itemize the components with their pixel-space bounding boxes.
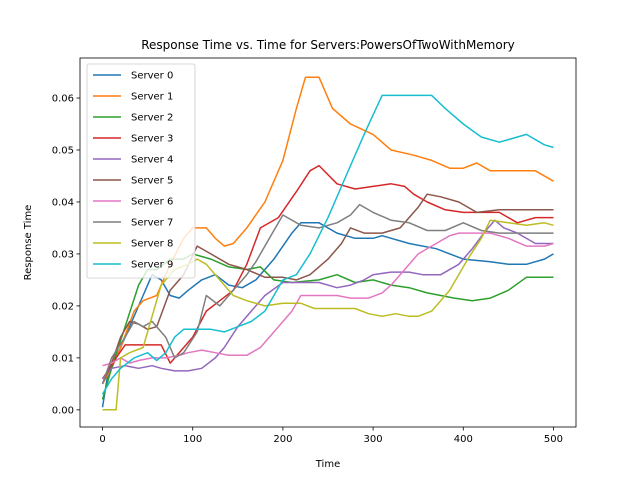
y-tick-label: 0.00	[52, 405, 74, 416]
y-tick-label: 0.06	[52, 94, 74, 105]
x-tick-label: 300	[364, 434, 383, 445]
legend-label-6: Server 6	[131, 197, 173, 208]
y-tick-label: 0.01	[52, 353, 74, 364]
y-tick-label: 0.02	[52, 301, 74, 312]
legend-label-5: Server 5	[131, 176, 173, 187]
x-tick-label: 400	[454, 434, 473, 445]
legend-label-7: Server 7	[131, 218, 173, 229]
legend-label-3: Server 3	[131, 134, 173, 145]
x-tick-label: 0	[99, 434, 105, 445]
x-tick-label: 100	[183, 434, 202, 445]
series-line-8	[102, 219, 554, 411]
plot-frame	[79, 57, 577, 428]
legend-label-2: Server 2	[131, 113, 173, 124]
x-tick-label: 500	[544, 434, 563, 445]
series-line-9	[101, 94, 554, 395]
legend: Server 0 Server 1 Server 2 Server 3 Server 4…	[86, 63, 196, 279]
y-tick-label: 0.03	[52, 249, 74, 260]
x-axis-label: Time	[315, 459, 340, 470]
y-axis-label: Response Time	[23, 205, 34, 281]
legend-label-1: Server 1	[131, 92, 173, 103]
legend-label-0: Server 0	[131, 71, 173, 82]
legend-label-9: Server 9	[131, 260, 173, 271]
legend-items: Server 0 Server 1 Server 2 Server 3 Server 4…	[93, 71, 173, 271]
x-axis: 0 100 200 300 400 500	[99, 427, 563, 445]
series-line-3	[101, 164, 554, 380]
x-tick-label: 200	[273, 434, 292, 445]
y-tick-label: 0.04	[52, 197, 74, 208]
legend-label-4: Server 4	[131, 155, 173, 166]
y-tick-label: 0.05	[52, 145, 74, 156]
chart-title: Response Time vs. Time for Servers:Power…	[141, 38, 515, 52]
series-line-4	[101, 219, 554, 380]
legend-label-8: Server 8	[131, 239, 173, 250]
y-axis: 0.00 0.01 0.02 0.03 0.04 0.05 0.06	[52, 94, 80, 416]
series-line-7	[101, 203, 554, 385]
